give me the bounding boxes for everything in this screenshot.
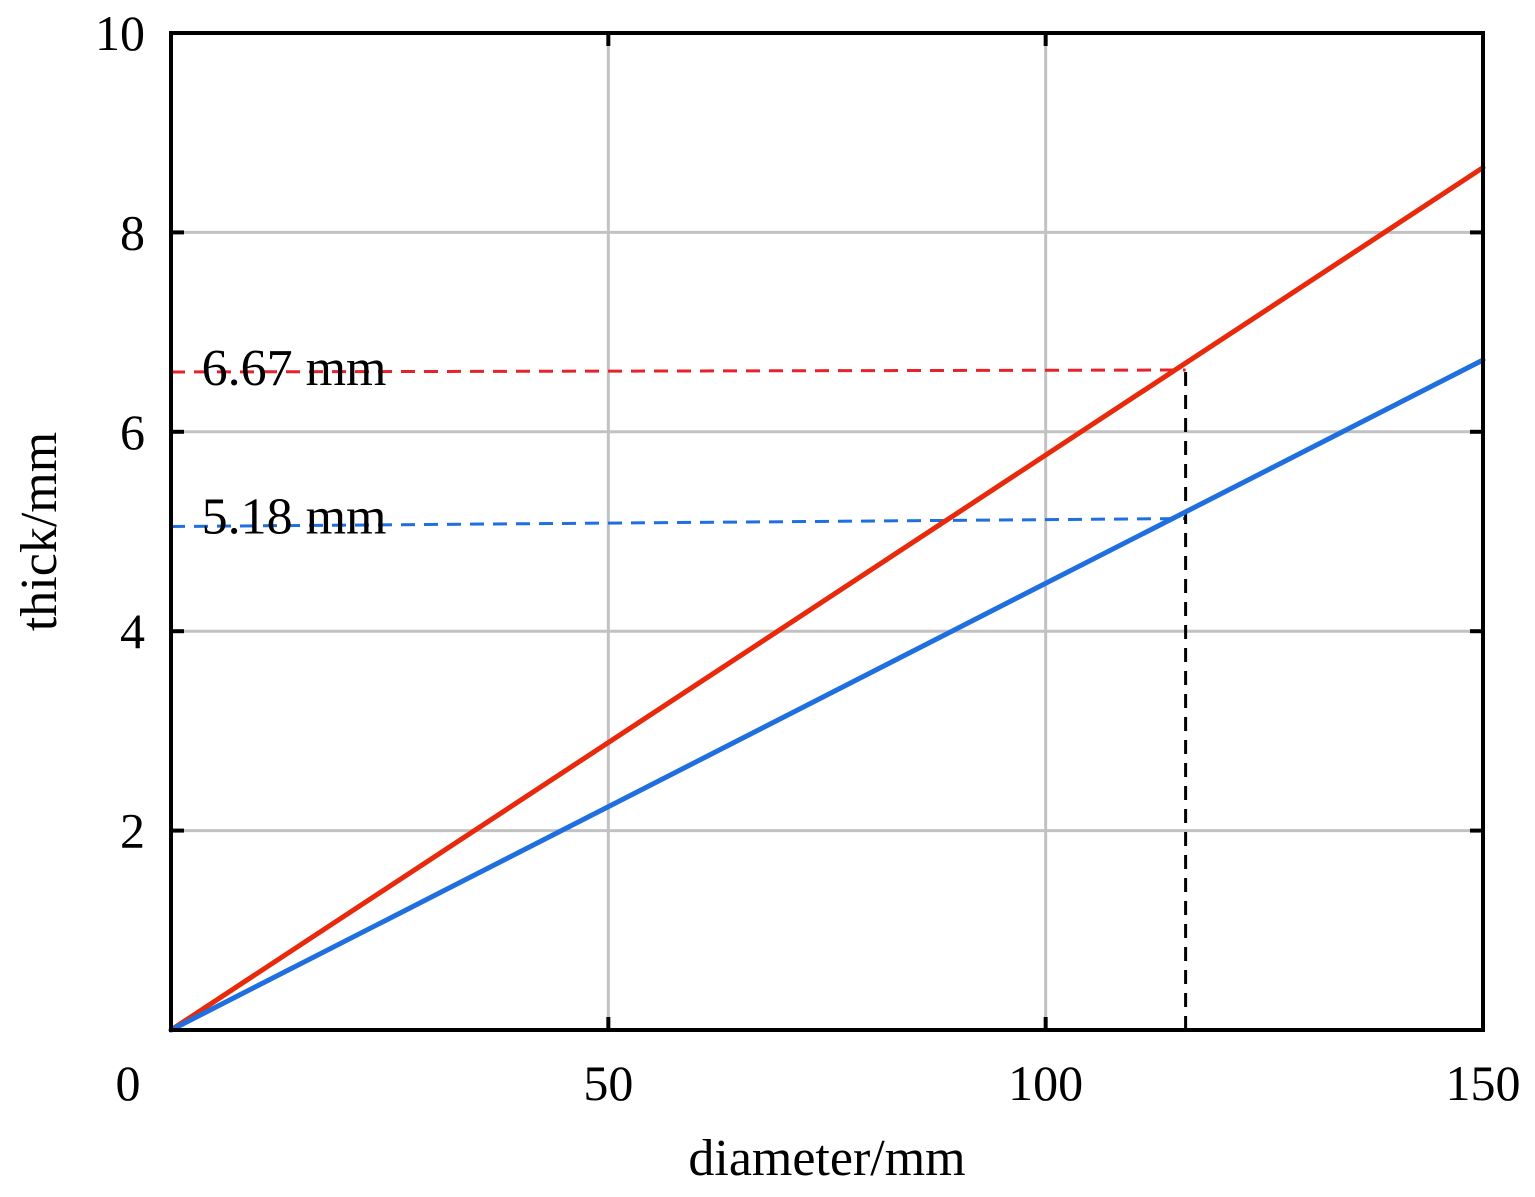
plot-frame: [169, 31, 1485, 1032]
horizontal-reference-line: [170, 517, 1186, 529]
x-tick-label: 0: [116, 1055, 141, 1111]
y-tick-label: 2: [120, 803, 145, 859]
x-tick-labels: 0 50 100 150: [116, 1055, 1521, 1111]
series-line-1: [168, 165, 1486, 1033]
y-tick-label: 10: [95, 5, 145, 61]
y-tick-label: 6: [120, 404, 145, 460]
y-tick-label: 4: [120, 603, 145, 659]
x-axis-title: diameter/mm: [688, 1130, 965, 1187]
y-tick-label: 8: [120, 204, 145, 260]
reference-lines: [170, 368, 1188, 1030]
x-tick-label: 100: [1008, 1055, 1083, 1111]
grid-lines: [171, 33, 1483, 1030]
x-tick-label: 150: [1446, 1055, 1521, 1111]
y-axis-title: thick/mm: [11, 432, 68, 631]
annotations: 6.67 mm 5.18 mm: [202, 340, 387, 546]
value-annotation: 6.67 mm: [202, 340, 387, 397]
series-line-2: [168, 357, 1486, 1033]
value-annotation: 5.18 mm: [202, 489, 387, 546]
y-tick-labels: 2 4 6 8 10: [95, 5, 145, 859]
x-tick-label: 50: [583, 1055, 633, 1111]
series-lines: [168, 165, 1486, 1033]
horizontal-reference-line: [170, 368, 1186, 374]
axis-ticks: [171, 33, 1483, 1030]
